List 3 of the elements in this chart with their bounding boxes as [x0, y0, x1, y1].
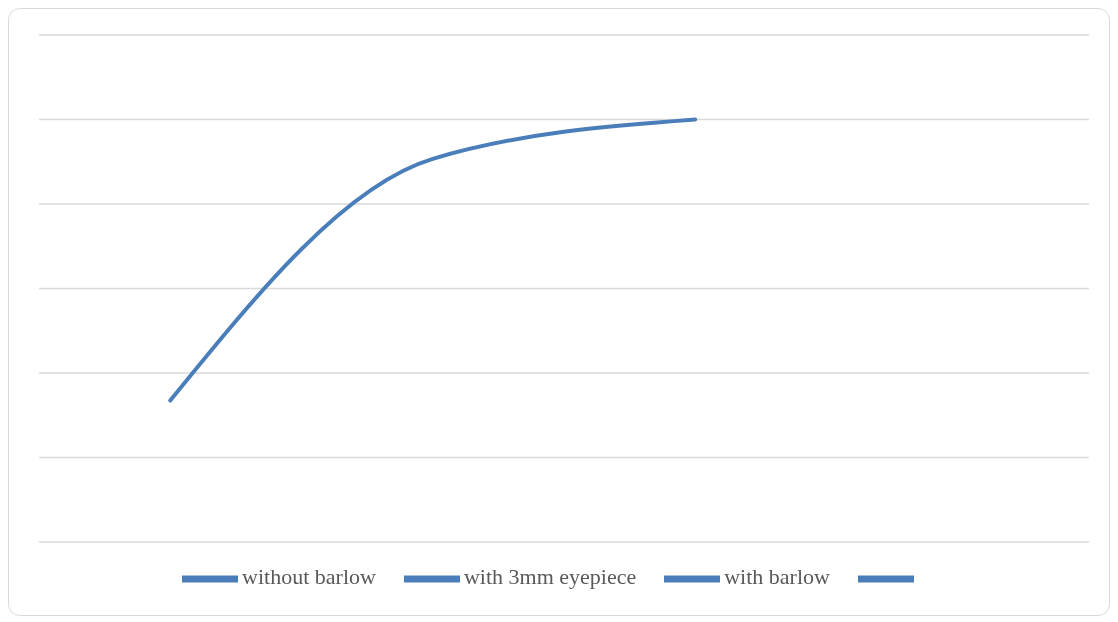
legend-label: with barlow — [724, 564, 830, 590]
legend-label: without barlow — [242, 564, 376, 590]
legend-label: with 3mm eyepiece — [463, 564, 637, 590]
